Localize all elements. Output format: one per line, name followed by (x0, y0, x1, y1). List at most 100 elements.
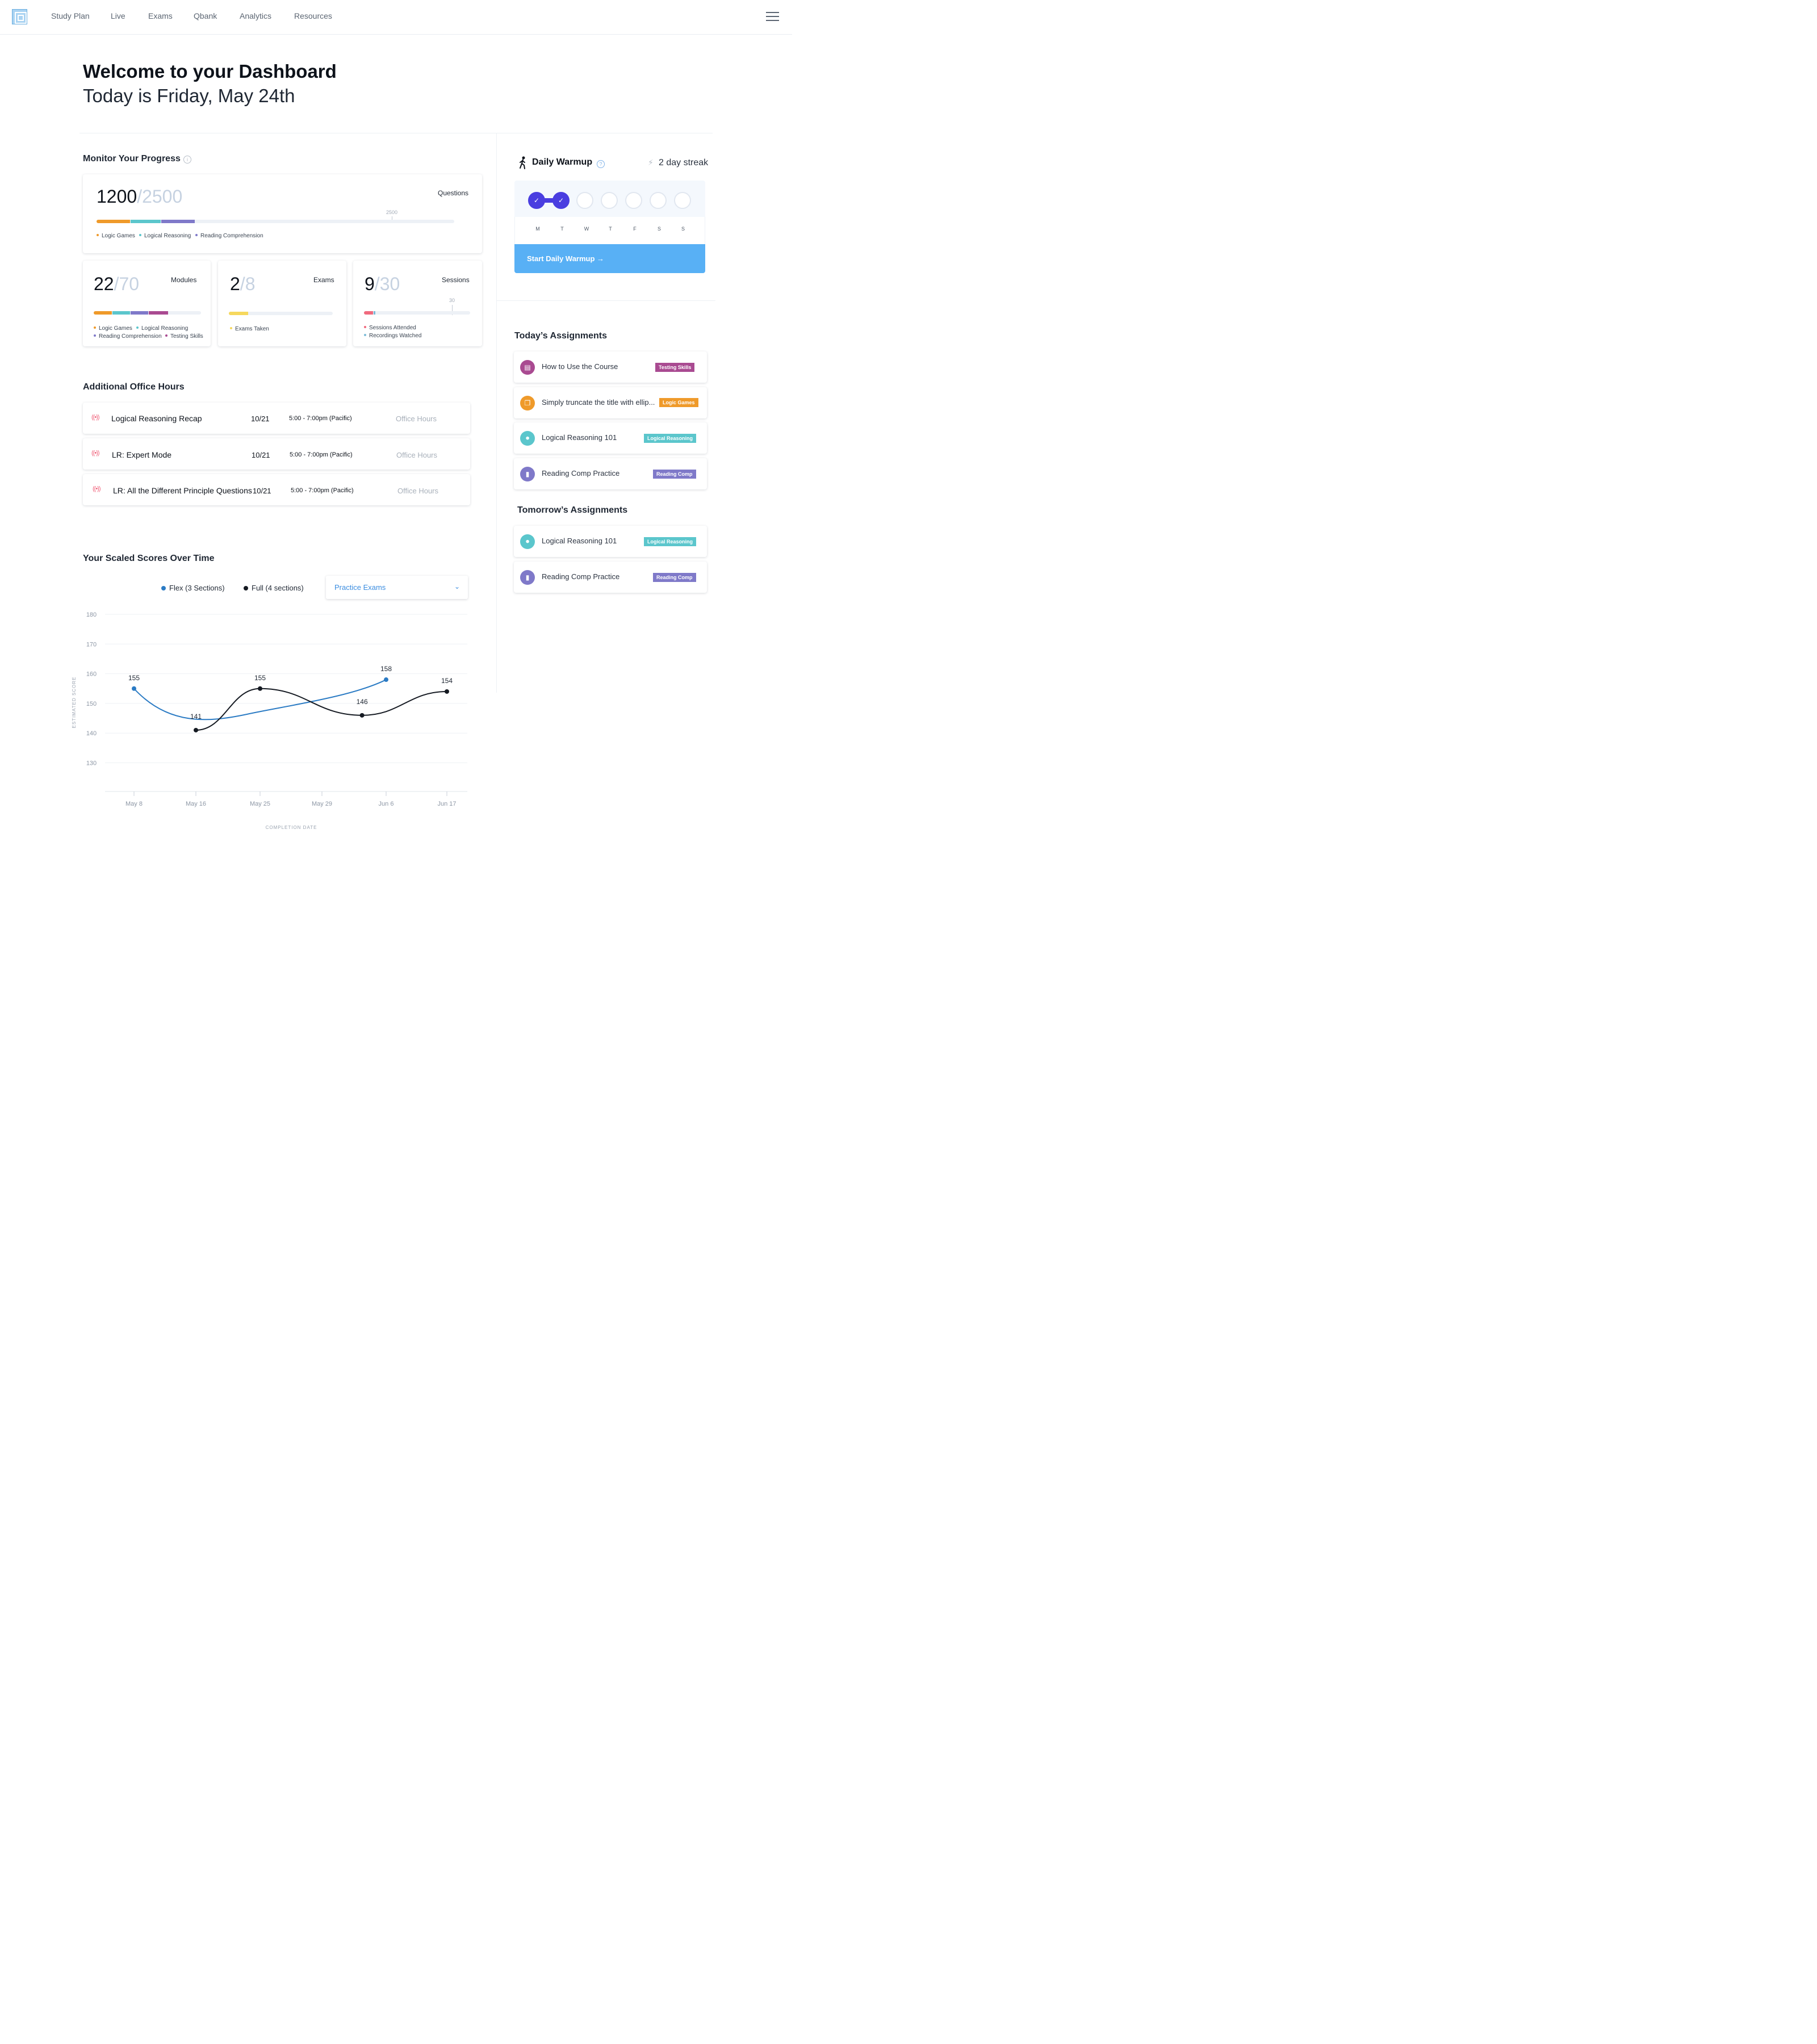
cube-icon: ❐ (520, 396, 535, 411)
info-icon[interactable]: i (183, 156, 191, 164)
column-divider (496, 133, 497, 693)
logo-icon[interactable] (12, 9, 27, 24)
walking-person-icon (520, 156, 525, 169)
help-icon[interactable]: ? (597, 160, 605, 168)
warmup-day-labels: M T W T F S S (514, 217, 705, 244)
assignment-item[interactable]: ▮ Reading Comp Practice Reading Comp (514, 562, 707, 593)
y-tick-label: 150 (86, 701, 97, 707)
office-hours-type: Office Hours (397, 487, 439, 495)
modules-label: Modules (171, 276, 197, 284)
assignment-item[interactable]: ▤ How to Use the Course Testing Skills (514, 351, 707, 383)
office-hours-row[interactable]: ((•)) LR: All the Different Principle Qu… (83, 474, 470, 505)
day-pending-circle (625, 192, 642, 209)
menu-icon[interactable] (766, 12, 779, 22)
assignment-item[interactable]: ⚫︎ Logical Reasoning 101 Logical Reasoni… (514, 526, 707, 557)
legend-dot (161, 586, 166, 590)
office-hours-title-text: LR: All the Different Principle Question… (113, 486, 252, 495)
nav-exams[interactable]: Exams (148, 11, 173, 20)
y-tick-label: 130 (86, 760, 97, 767)
legend-reading-comprehension: Reading Comprehension (195, 233, 263, 239)
assignment-title: Logical Reasoning 101 (542, 433, 617, 442)
office-hours-row[interactable]: ((•)) Logical Reasoning Recap 10/21 5:00… (83, 403, 470, 434)
questions-label: Questions (438, 189, 469, 197)
assignment-item[interactable]: ▮ Reading Comp Practice Reading Comp (514, 458, 707, 489)
legend-logical-reasoning: Logical Reasoning (139, 233, 191, 239)
exam-type-dropdown[interactable]: Practice Exams ⌄ (326, 576, 468, 599)
legend-dot (94, 326, 96, 329)
assignment-tag: Logical Reasoning (644, 434, 697, 443)
bar-segment-recordings-watched (374, 311, 375, 315)
legend-exams-taken: Exams Taken (230, 326, 269, 332)
sessions-total: /30 (374, 274, 400, 294)
legend-full[interactable]: Full (4 sections) (244, 584, 304, 592)
office-hours-time: 5:00 - 7:00pm (Pacific) (291, 487, 354, 494)
office-hours-row[interactable]: ((•)) LR: Expert Mode 10/21 5:00 - 7:00p… (83, 438, 470, 470)
bookmark-icon: ▮ (520, 570, 535, 585)
day-label: S (681, 226, 685, 232)
assignment-title: Logical Reasoning 101 (542, 537, 617, 545)
questions-marker-label: 2500 (386, 210, 398, 215)
flex-data-point (132, 686, 136, 691)
legend-label: Logical Reasoning (144, 233, 191, 239)
legend-label: Flex (3 Sections) (169, 584, 225, 592)
divider (497, 300, 715, 301)
office-hours-title-text: Logical Reasoning Recap (111, 414, 202, 423)
office-hours-date: 10/21 (252, 451, 270, 459)
office-hours-title: Additional Office Hours (83, 382, 185, 392)
nav-qbank[interactable]: Qbank (194, 11, 217, 20)
y-tick-label: 140 (86, 730, 97, 737)
page-title: Welcome to your Dashboard (83, 61, 337, 82)
sessions-progress-bar (364, 311, 470, 315)
broadcast-icon: ((•)) (91, 414, 99, 421)
legend-reading-comprehension: Reading Comprehension (94, 333, 162, 340)
assignment-item[interactable]: ❐ Simply truncate the title with ellip..… (514, 387, 707, 418)
questions-count: 1200/2500 (97, 186, 182, 207)
office-hours-title-text: LR: Expert Mode (112, 450, 172, 459)
bar-segment-sessions-attended (364, 311, 373, 315)
bar-segment-reading-comprehension (131, 311, 148, 315)
broadcast-icon: ((•)) (93, 485, 101, 492)
day-pending-circle (674, 192, 691, 209)
office-hours-date: 10/21 (251, 414, 270, 423)
flex-series-line (133, 679, 387, 721)
data-label: 155 (128, 674, 140, 682)
legend-label: Logic Games (99, 325, 132, 332)
exams-card: 2/8 Exams Exams Taken (218, 261, 346, 346)
office-hours-date: 10/21 (253, 487, 271, 495)
bar-segment-logical-reasoning (131, 220, 161, 223)
flex-data-point (384, 677, 388, 682)
exams-progress-bar (229, 312, 333, 315)
office-hours-time: 5:00 - 7:00pm (Pacific) (290, 451, 353, 458)
sessions-card: 9/30 Sessions 30 Sessions Attended Recor… (353, 261, 482, 346)
assignment-item[interactable]: ⚫︎ Logical Reasoning 101 Logical Reasoni… (514, 422, 707, 454)
legend-label: Logical Reasoning (141, 325, 189, 332)
modules-progress-bar (94, 311, 201, 315)
bookmark-icon: ▮ (520, 467, 535, 481)
questions-value: 1200 (97, 186, 137, 207)
bar-segment-logic-games (94, 311, 112, 315)
modules-total: /70 (114, 274, 140, 294)
y-tick-label: 180 (86, 611, 97, 618)
legend-label: Exams Taken (235, 326, 269, 332)
legend-flex[interactable]: Flex (3 Sections) (161, 584, 225, 592)
legend-label: Full (4 sections) (252, 584, 304, 592)
data-label: 158 (380, 665, 392, 673)
bar-segment-logical-reasoning (112, 311, 130, 315)
day-label: M (535, 226, 540, 232)
exams-total: /8 (240, 274, 256, 294)
day-pending-circle (601, 192, 618, 209)
legend-testing-skills: Testing Skills (165, 333, 203, 340)
nav-resources[interactable]: Resources (294, 11, 332, 20)
legend-label: Recordings Watched (369, 333, 422, 339)
legend-dot (364, 326, 366, 329)
modules-value: 22 (94, 274, 114, 294)
modules-count: 22/70 (94, 274, 139, 295)
nav-analytics[interactable]: Analytics (240, 11, 272, 20)
dropdown-value: Practice Exams (334, 583, 386, 592)
bar-segment-logic-games (97, 220, 130, 223)
nav-study-plan[interactable]: Study Plan (51, 11, 90, 20)
start-warmup-button[interactable]: Start Daily Warmup → (514, 244, 705, 273)
assignment-title: Simply truncate the title with ellip... (542, 398, 655, 407)
nav-live[interactable]: Live (111, 11, 125, 20)
day-label: W (584, 226, 589, 232)
